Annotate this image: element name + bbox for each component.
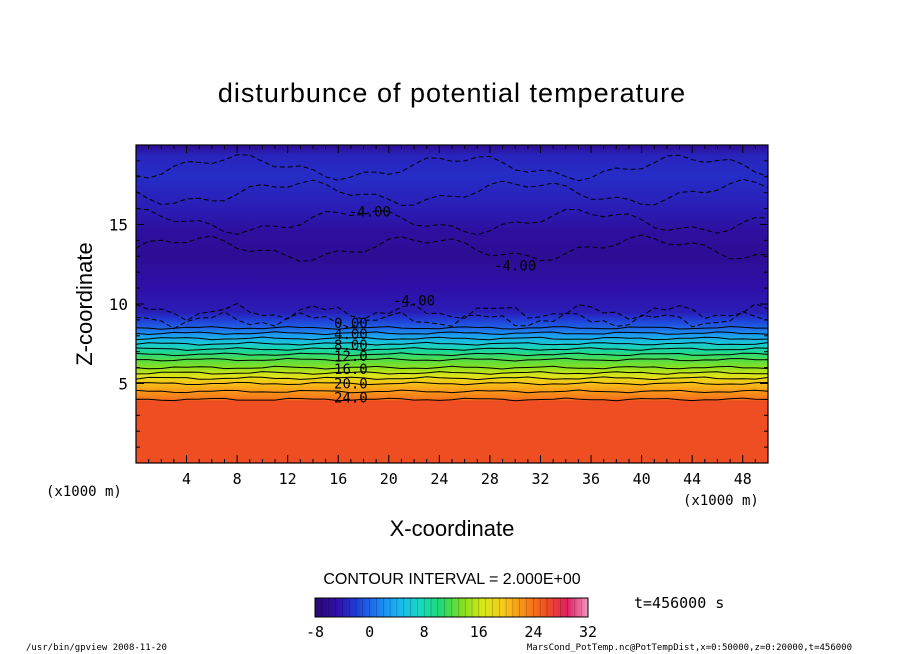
y-tick-label: 5 <box>118 375 128 394</box>
x-tick-label: 16 <box>329 470 347 488</box>
colorbar-ticks: -8 0 8 16 24 32 <box>306 623 597 641</box>
contour-line <box>136 352 768 357</box>
contour-line <box>136 389 768 394</box>
colorbar: -8 0 8 16 24 32 <box>306 597 597 641</box>
contour-label: 20.0 <box>334 376 368 392</box>
contour-line <box>136 234 768 263</box>
colorbar-segments <box>314 598 589 617</box>
contour-label: -4.00 <box>494 259 536 275</box>
x-tick-label: 24 <box>430 470 448 488</box>
contour-line <box>136 381 768 386</box>
y-tick-label: 15 <box>109 216 128 235</box>
contour-label: -4.00 <box>349 205 391 221</box>
contour-label: 8.00 <box>334 338 368 354</box>
contour-label: 4.00 <box>334 327 368 343</box>
contour-lines <box>136 154 768 402</box>
x-tick-label: 20 <box>380 470 398 488</box>
colorbar-tick-label: 8 <box>420 623 429 641</box>
colorbar-tick-label: -8 <box>306 623 324 641</box>
contour-line <box>136 371 768 375</box>
contour-line <box>136 311 768 330</box>
contour-line <box>136 376 768 381</box>
contour-label: 12.0 <box>334 349 368 365</box>
contour-line <box>136 178 768 206</box>
contour-line <box>136 208 768 236</box>
x-unit-left: (x1000 m) <box>46 484 122 500</box>
x-tick-label: 40 <box>633 470 651 488</box>
x-axis-label: X-coordinate <box>390 516 515 541</box>
chart-title: disturbunce of potential temperature <box>218 78 686 108</box>
x-tick-label: 8 <box>233 470 242 488</box>
contour-label: 24.0 <box>334 391 368 407</box>
contour-line <box>136 325 768 330</box>
time-label: t=456000 s <box>634 594 724 612</box>
contour-line <box>136 341 768 346</box>
x-tick-label: 12 <box>279 470 297 488</box>
colorbar-tick-label: 32 <box>579 623 597 641</box>
x-tick-label: 36 <box>582 470 600 488</box>
footer-right: MarsCond_PotTemp.nc@PotTempDist,x=0:5000… <box>527 643 852 653</box>
x-axis: 4 8 12 16 20 24 28 32 36 40 44 48 <box>135 145 769 488</box>
contour-label: 16.0 <box>334 362 368 378</box>
heatmap-field <box>136 145 768 463</box>
y-tick-label: 10 <box>109 295 128 314</box>
plot-area: -4.00 -4.00 -4.00 0.004.008.0012.016.020.02… <box>135 144 769 464</box>
y-axis-label: Z-coordinate <box>72 242 97 366</box>
colorbar-tick-label: 0 <box>365 623 374 641</box>
contour-line <box>136 154 768 182</box>
x-tick-label: 44 <box>683 470 701 488</box>
contour-line <box>136 331 768 336</box>
contour-line <box>136 347 768 351</box>
contour-line <box>136 336 768 341</box>
footer-left: /usr/bin/gpview 2008-11-20 <box>26 643 167 653</box>
x-unit-right: (x1000 m) <box>683 493 759 509</box>
x-tick-label: 28 <box>481 470 499 488</box>
colorbar-frame <box>314 597 589 618</box>
contour-labels: -4.00 -4.00 -4.00 0.004.008.0012.016.020.02… <box>334 205 536 407</box>
contour-line <box>136 397 768 402</box>
x-tick-label: 32 <box>531 470 549 488</box>
contour-label: -4.00 <box>393 294 435 310</box>
contour-line <box>136 357 768 362</box>
y-axis: 5 10 15 <box>109 144 768 464</box>
colorbar-tick-label: 16 <box>470 623 488 641</box>
colorbar-tick-label: 24 <box>524 623 542 641</box>
x-tick-label: 48 <box>734 470 752 488</box>
contour-label: 0.00 <box>334 316 368 332</box>
contour-interval: CONTOUR INTERVAL = 2.000E+00 <box>323 571 580 588</box>
x-tick-label: 4 <box>182 470 191 488</box>
contour-line <box>136 365 768 370</box>
contour-line <box>136 302 768 322</box>
